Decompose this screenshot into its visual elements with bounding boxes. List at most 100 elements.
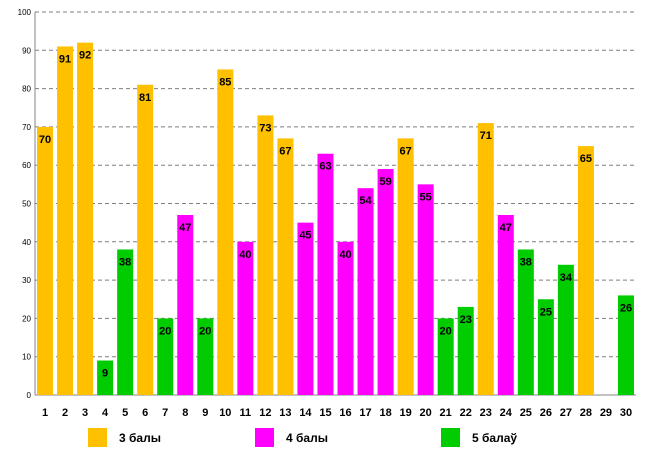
- x-tick-labels: 1 2 3 4 5 6 7 8 9 10 11 12 13 14 15 16 17 18 19 20 21 22 23 24 2…: [42, 407, 632, 419]
- data-label-18: 59: [379, 176, 391, 188]
- legend-item-5: 5 балаў: [441, 428, 517, 447]
- data-label-9: 20: [199, 325, 211, 337]
- data-labels: 70 91 92 9 38 81 20 47 20 85 40 73 67 45 63 40 54 59 67 55 2…: [39, 50, 632, 380]
- y-tick-label: 60: [22, 161, 31, 170]
- x-tick-label: 1: [42, 407, 48, 419]
- data-label-2: 91: [59, 53, 71, 65]
- bar-12: [257, 115, 274, 395]
- data-label-21: 20: [440, 325, 452, 337]
- bar-6: [137, 84, 154, 396]
- y-tick-label: 100: [18, 8, 32, 17]
- data-label-28: 65: [580, 153, 592, 165]
- bar-16: [337, 241, 354, 395]
- x-tick-label: 19: [399, 407, 411, 419]
- x-tick-label: 21: [440, 407, 452, 419]
- bar-5: [117, 249, 134, 395]
- axes: [34, 12, 636, 396]
- data-label-22: 23: [460, 314, 472, 326]
- bar-17: [357, 188, 374, 395]
- x-tick-label: 14: [299, 407, 312, 419]
- data-label-4: 9: [102, 368, 108, 380]
- data-label-8: 47: [179, 222, 191, 234]
- bar-25: [517, 249, 534, 395]
- y-tick-label: 90: [22, 46, 31, 55]
- data-label-26: 25: [540, 306, 552, 318]
- legend-swatch-3: [88, 428, 107, 447]
- x-tick-label: 25: [520, 407, 532, 419]
- x-tick-label: 7: [162, 407, 168, 419]
- x-tick-label: 23: [480, 407, 492, 419]
- data-label-1: 70: [39, 134, 51, 146]
- data-label-12: 73: [259, 122, 271, 134]
- bar-26: [537, 299, 554, 395]
- bar-22: [457, 306, 474, 395]
- y-tick-label: 70: [22, 123, 31, 132]
- data-label-16: 40: [339, 249, 351, 261]
- bar-30: [617, 295, 634, 395]
- x-tick-label: 11: [240, 407, 252, 419]
- x-tick-label: 2: [62, 407, 68, 419]
- data-label-24: 47: [500, 222, 512, 234]
- bar-8: [177, 214, 194, 395]
- data-label-27: 34: [560, 272, 573, 284]
- legend-item-3: 3 балы: [88, 428, 161, 447]
- data-label-19: 67: [399, 145, 411, 157]
- bar-10: [217, 69, 234, 395]
- legend-label-3: 3 балы: [119, 430, 161, 445]
- x-tick-label: 27: [560, 407, 572, 419]
- y-tick-label: 40: [22, 238, 31, 247]
- data-label-23: 71: [480, 130, 492, 142]
- x-tick-label: 3: [82, 407, 88, 419]
- data-label-30: 26: [620, 302, 632, 314]
- y-tick-labels: 0 10 20 30 40 50 60 70 80 90 100: [18, 8, 32, 400]
- bar-23: [477, 123, 494, 395]
- x-tick-label: 15: [319, 407, 331, 419]
- y-tick-label: 20: [22, 314, 31, 323]
- y-tick-label: 10: [22, 353, 31, 362]
- data-label-7: 20: [159, 325, 171, 337]
- data-label-6: 81: [139, 92, 151, 104]
- data-label-25: 38: [520, 256, 532, 268]
- x-tick-label: 8: [182, 407, 188, 419]
- data-label-5: 38: [119, 256, 131, 268]
- bar-3: [77, 42, 94, 395]
- legend-swatch-4: [255, 428, 274, 447]
- bar-15: [317, 153, 334, 395]
- x-tick-label: 16: [339, 407, 351, 419]
- x-tick-label: 18: [379, 407, 391, 419]
- y-tick-label: 50: [22, 200, 31, 209]
- x-tick-label: 29: [600, 407, 612, 419]
- bar-21: [437, 318, 454, 395]
- bar-28: [577, 146, 594, 395]
- x-tick-label: 17: [359, 407, 371, 419]
- data-label-13: 67: [279, 145, 291, 157]
- data-label-20: 55: [420, 191, 432, 203]
- x-tick-label: 22: [460, 407, 472, 419]
- y-tick-label: 0: [27, 391, 32, 400]
- x-tick-label: 20: [420, 407, 432, 419]
- y-tick-label: 30: [22, 276, 31, 285]
- x-tick-label: 30: [620, 407, 632, 419]
- bars: [37, 42, 634, 396]
- bar-4: [97, 360, 114, 395]
- bar-19: [397, 138, 414, 395]
- x-tick-label: 6: [142, 407, 148, 419]
- x-tick-label: 9: [202, 407, 208, 419]
- x-tick-label: 4: [102, 407, 109, 419]
- bar-13: [277, 138, 294, 395]
- bar-27: [557, 264, 574, 395]
- legend-swatch-5: [441, 428, 460, 447]
- data-label-10: 85: [219, 76, 231, 88]
- x-tick-label: 12: [259, 407, 271, 419]
- bar-2: [57, 46, 74, 395]
- x-tick-label: 5: [122, 407, 128, 419]
- x-tick-label: 24: [500, 407, 513, 419]
- bar-9: [197, 318, 214, 395]
- x-tick-label: 28: [580, 407, 592, 419]
- legend-item-4: 4 балы: [255, 428, 328, 447]
- data-label-17: 54: [359, 195, 372, 207]
- bar-24: [497, 214, 514, 395]
- x-tick-label: 10: [219, 407, 231, 419]
- data-label-11: 40: [239, 249, 251, 261]
- y-tick-label: 80: [22, 85, 31, 94]
